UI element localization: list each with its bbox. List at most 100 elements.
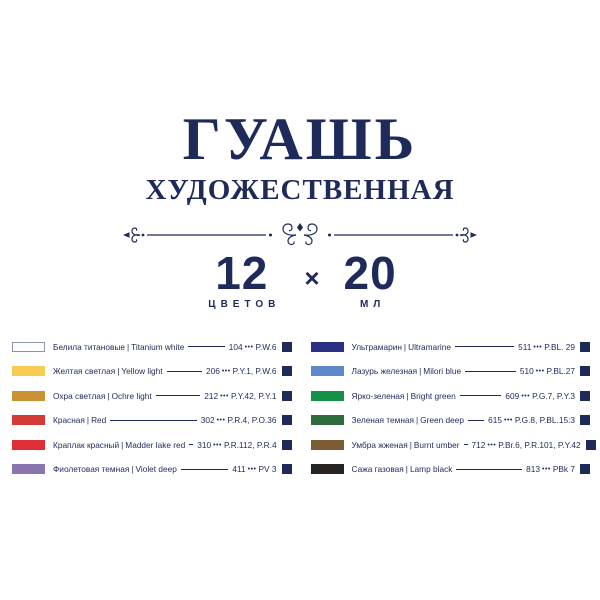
product-title: ГУАШЬ bbox=[182, 106, 418, 172]
pigment-index: P.Y.42, P.Y.1 bbox=[230, 390, 277, 401]
color-code: 104 ••• P.W.6 bbox=[229, 342, 277, 352]
pigment-index: P.G.8, P.BL.15:3 bbox=[514, 415, 575, 425]
name-separator: | bbox=[416, 415, 419, 425]
palette-row: Сажа газовая | Lamp black 813 ••• PBk 7 bbox=[310, 464, 590, 475]
palette-row: Желтая светлая | Yellow light 206 ••• P.Y.1,… bbox=[12, 366, 292, 377]
color-name: Лазурь железная | Milori blue bbox=[352, 366, 462, 376]
color-name-ru: Лазурь железная bbox=[351, 366, 418, 376]
color-code: 411 ••• PV 3 bbox=[232, 464, 276, 474]
dots-separator: ••• bbox=[244, 343, 254, 351]
color-number: 813 bbox=[526, 464, 540, 474]
pigment-index: P.BL.27 bbox=[546, 366, 575, 376]
pigment-index: P.Y.1, P.W.6 bbox=[232, 366, 277, 376]
color-number: 212 bbox=[204, 390, 219, 401]
multiply-sign: × bbox=[304, 263, 320, 293]
index-square bbox=[585, 439, 596, 450]
color-code: 813 ••• PBk 7 bbox=[526, 464, 575, 474]
dots-separator: ••• bbox=[213, 441, 222, 449]
dots-separator: ••• bbox=[521, 392, 531, 400]
index-square bbox=[580, 464, 590, 474]
color-name-en: Lamp black bbox=[409, 464, 453, 474]
color-swatch bbox=[310, 341, 344, 352]
color-name-ru: Фиолетовая темная bbox=[53, 464, 130, 474]
color-swatch bbox=[12, 439, 45, 450]
dots-separator: ••• bbox=[533, 343, 543, 351]
leader-line bbox=[468, 419, 485, 421]
color-name-ru: Краплак красный bbox=[53, 439, 120, 450]
color-number: 609 bbox=[505, 390, 520, 401]
palette-row: Белила титановые | Titanium white 104 ••• P.… bbox=[12, 341, 292, 352]
color-name: Зеленая темная | Green deep bbox=[352, 415, 465, 425]
index-square bbox=[281, 439, 292, 450]
index-square bbox=[281, 415, 292, 425]
color-name-en: Green deep bbox=[420, 415, 464, 425]
pigment-index: PBk 7 bbox=[552, 464, 575, 474]
color-code: 615 ••• P.G.8, P.BL.15:3 bbox=[488, 415, 575, 425]
color-name-ru: Умбра жженая bbox=[351, 439, 408, 450]
leader-line bbox=[454, 346, 515, 347]
index-square bbox=[281, 366, 292, 376]
color-swatch bbox=[12, 390, 45, 401]
color-code: 609 ••• P.G.7, P.Y.3 bbox=[505, 391, 575, 401]
color-name-ru: Желтая светлая bbox=[53, 366, 116, 376]
pigment-index: P.Br.6, P.R.101, P.Y.42 bbox=[498, 439, 581, 450]
ornamental-divider bbox=[120, 222, 480, 248]
color-name: Умбра жженая | Burnt umber bbox=[352, 440, 460, 450]
color-number: 712 bbox=[471, 439, 486, 450]
color-code: 310 ••• P.R.112, P.R.4 bbox=[197, 440, 276, 450]
dots-separator: ••• bbox=[216, 417, 226, 424]
index-square bbox=[281, 341, 292, 352]
leader-line bbox=[166, 370, 202, 372]
color-name-en: Red bbox=[91, 415, 107, 425]
palette-row: Красная | Red 302 ••• P.R.4, P.O.36 bbox=[12, 415, 292, 426]
color-code: 511 ••• P.BL. 29 bbox=[518, 342, 575, 352]
dots-separator: ••• bbox=[542, 466, 551, 473]
product-subtitle: ХУДОЖЕСТВЕННАЯ bbox=[145, 174, 455, 206]
dots-separator: ••• bbox=[221, 368, 231, 375]
dots-separator: ••• bbox=[220, 392, 229, 400]
dots-separator: ••• bbox=[487, 441, 497, 449]
color-name: Сажа газовая | Lamp black bbox=[352, 464, 453, 474]
color-code: 206 ••• P.Y.1, P.W.6 bbox=[206, 366, 277, 376]
leader-line bbox=[110, 419, 197, 421]
colors-count-group: 12 ЦВЕТОВ bbox=[203, 250, 280, 310]
index-square bbox=[281, 390, 292, 401]
pigment-index: PV 3 bbox=[258, 464, 277, 474]
color-code: 212 ••• P.Y.42, P.Y.1 bbox=[204, 391, 276, 401]
color-name: Красная | Red bbox=[53, 415, 106, 425]
color-name-en: Burnt umber bbox=[413, 439, 460, 450]
colors-count: 12 bbox=[215, 247, 269, 299]
leader-line bbox=[456, 468, 523, 470]
color-number: 411 bbox=[232, 464, 246, 474]
color-name-ru: Белила титановые bbox=[53, 341, 125, 352]
leader-line bbox=[465, 370, 516, 372]
color-name-en: Madder lake red bbox=[125, 439, 186, 450]
volume-group: 20 МЛ bbox=[344, 250, 397, 310]
name-separator: | bbox=[403, 341, 407, 352]
quantity-block: 12 ЦВЕТОВ × 20 МЛ bbox=[0, 250, 600, 310]
leader-line bbox=[180, 468, 229, 470]
index-square bbox=[580, 415, 590, 425]
color-name: Желтая светлая | Yellow light bbox=[53, 366, 163, 376]
color-swatch bbox=[310, 439, 344, 450]
pigment-index: P.W.6 bbox=[255, 341, 277, 352]
leader-line bbox=[463, 444, 468, 445]
color-chart-right-column: Ультрамарин | Ultramarine 511 ••• P.BL. 29 Л… bbox=[310, 341, 596, 488]
colors-count-label: ЦВЕТОВ bbox=[208, 299, 281, 310]
name-separator: | bbox=[405, 464, 408, 474]
leader-line bbox=[189, 444, 194, 445]
color-name: Белила титановые | Titanium white bbox=[53, 342, 184, 352]
dots-separator: ••• bbox=[504, 417, 513, 424]
color-name-en: Milori blue bbox=[423, 366, 462, 376]
color-number: 302 bbox=[200, 415, 215, 425]
color-number: 206 bbox=[205, 366, 220, 376]
color-swatch bbox=[310, 390, 344, 401]
color-number: 511 bbox=[518, 341, 532, 352]
index-square bbox=[580, 390, 590, 401]
palette-row: Охра светлая | Ochre light 212 ••• P.Y.42, P… bbox=[12, 390, 292, 401]
color-name: Ультрамарин | Ultramarine bbox=[352, 342, 451, 352]
color-name: Охра светлая | Ochre light bbox=[53, 391, 152, 401]
palette-row: Лазурь железная | Milori blue 510 ••• P.BL.2… bbox=[310, 366, 590, 377]
leader-line bbox=[459, 395, 502, 396]
palette-row: Ярко-зеленая | Bright green 609 ••• P.G.7, P… bbox=[310, 390, 590, 401]
